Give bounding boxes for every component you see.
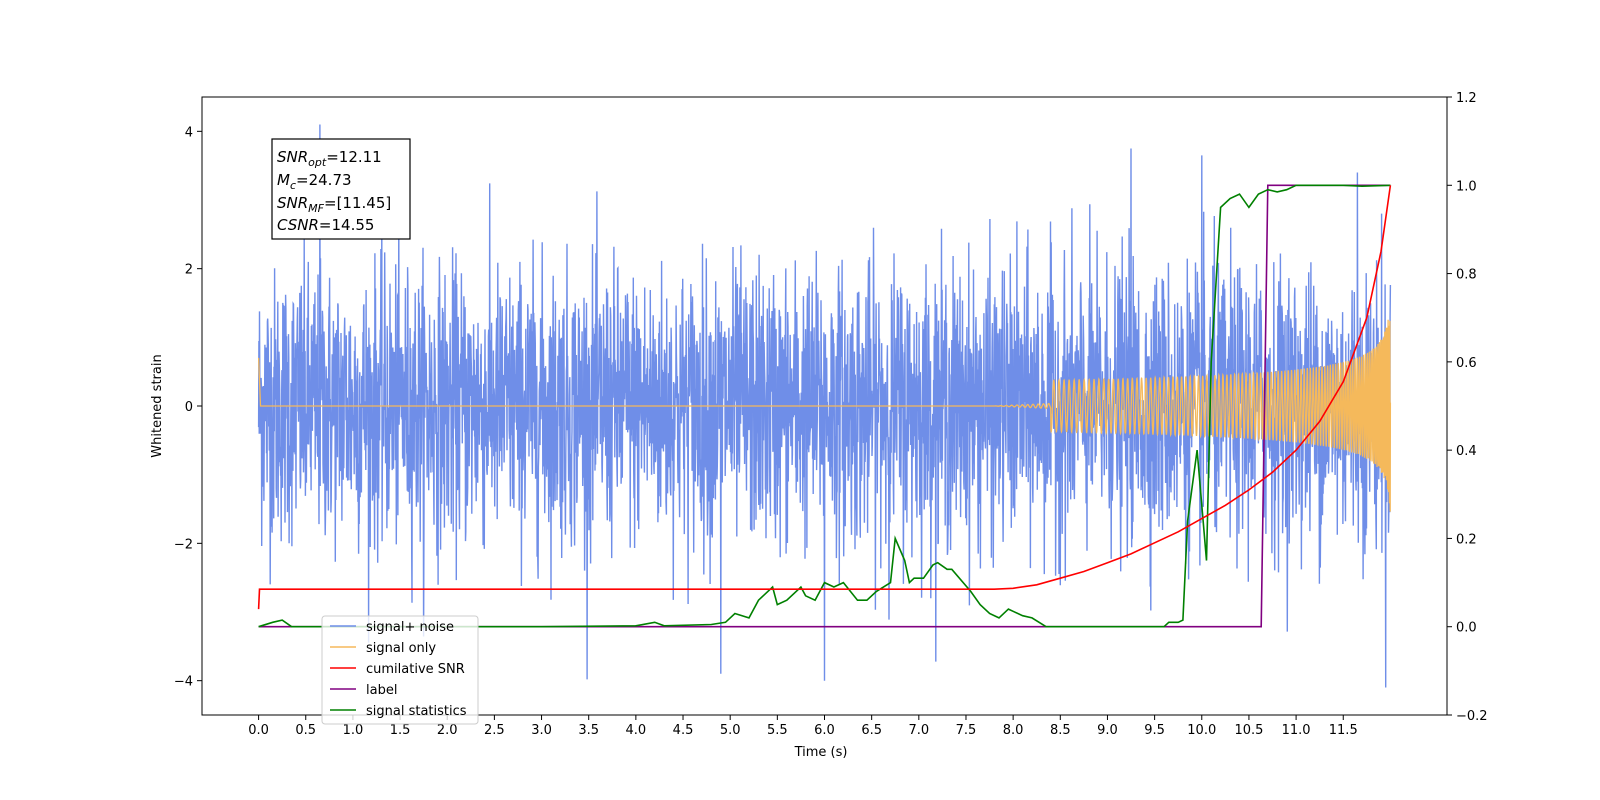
y-right-tick-label: −0.2 — [1456, 709, 1488, 724]
legend-frame — [321, 615, 479, 725]
y-left-tick-label: 4 — [185, 125, 193, 140]
y-axis-label: Whitened strain — [150, 354, 165, 457]
x-tick-label: 2.0 — [437, 723, 458, 738]
x-tick-label: 0.0 — [248, 723, 269, 738]
y-left-tick-label: 2 — [185, 263, 193, 278]
legend-item-cumilative-snr: cumilative SNR — [330, 662, 465, 677]
x-tick-label: 7.0 — [908, 723, 929, 738]
x-tick-label: 4.0 — [626, 723, 647, 738]
x-tick-label: 8.5 — [1050, 723, 1071, 738]
stat-snr-mf: SNRMF=[11.45] — [277, 194, 391, 215]
x-tick-label: 6.0 — [814, 723, 835, 738]
stat-snr-opt: SNRopt=12.11 — [277, 148, 382, 169]
x-tick-label: 11.0 — [1282, 723, 1311, 738]
x-tick-label: 1.0 — [343, 723, 364, 738]
y-right-tick-label: 0.4 — [1456, 444, 1477, 459]
legend: signal+ noise signal only cumilative SNR… — [321, 615, 479, 725]
x-tick-label: 3.0 — [531, 723, 552, 738]
legend-label: signal+ noise — [366, 620, 454, 635]
legend-item-label: label — [330, 683, 397, 698]
x-tick-label: 5.0 — [720, 723, 741, 738]
x-tick-label: 11.5 — [1329, 723, 1358, 738]
y-right-tick-label: 1.0 — [1456, 179, 1477, 194]
x-tick-label: 10.0 — [1187, 723, 1216, 738]
stats-box-frame — [271, 138, 411, 240]
x-axis: 0.0 0.5 1.0 1.5 2.0 2.5 3.0 3.5 4.0 4.5 5.0 5.5 6.0 6… — [248, 715, 1358, 738]
y-right-tick-label: 0.2 — [1456, 532, 1477, 547]
x-tick-label: 10.5 — [1234, 723, 1263, 738]
x-tick-label: 3.5 — [578, 723, 599, 738]
series-layer — [257, 124, 1392, 688]
legend-label: label — [366, 683, 397, 698]
x-tick-label: 9.0 — [1097, 723, 1118, 738]
y-right-tick-label: 0.6 — [1456, 356, 1477, 371]
stat-csnr: CSNR=14.55 — [277, 216, 374, 234]
series-signal-noise — [257, 124, 1392, 688]
series-cumilative-snr — [257, 185, 1392, 610]
y-right-tick-label: 0.0 — [1456, 621, 1477, 636]
y-right-tick-label: 1.2 — [1456, 91, 1477, 106]
x-tick-label: 4.5 — [673, 723, 694, 738]
y-axis-right: −0.2 0.0 0.2 0.4 0.6 0.8 1.0 1.2 — [1447, 91, 1488, 724]
x-tick-label: 2.5 — [484, 723, 505, 738]
x-tick-label: 5.5 — [767, 723, 788, 738]
x-tick-label: 6.5 — [861, 723, 882, 738]
x-tick-label: 0.5 — [295, 723, 316, 738]
legend-item-signal-statistics: signal statistics — [330, 704, 467, 719]
x-tick-label: 8.0 — [1003, 723, 1024, 738]
x-tick-label: 7.5 — [956, 723, 977, 738]
legend-label: signal statistics — [366, 704, 467, 719]
stats-annotation-box: SNRopt=12.11 Mc=24.73 SNRMF=[11.45] CSNR… — [271, 138, 411, 240]
y-left-tick-label: −4 — [174, 675, 193, 690]
y-right-tick-label: 0.8 — [1456, 268, 1477, 283]
x-axis-label: Time (s) — [794, 745, 848, 760]
legend-item-signal-only: signal only — [330, 641, 436, 656]
y-left-tick-label: 0 — [185, 400, 193, 415]
x-tick-label: 1.5 — [390, 723, 411, 738]
stat-mc: Mc=24.73 — [277, 171, 352, 192]
y-axis-left: −4 −2 0 2 4 — [174, 125, 202, 690]
y-left-tick-label: −2 — [174, 537, 193, 552]
x-tick-label: 9.5 — [1144, 723, 1165, 738]
series-signal-statistics — [258, 184, 1391, 628]
legend-label: cumilative SNR — [366, 662, 465, 677]
series-signal-only — [257, 319, 1392, 512]
legend-item-signal-noise: signal+ noise — [330, 620, 454, 635]
legend-label: signal only — [366, 641, 436, 656]
